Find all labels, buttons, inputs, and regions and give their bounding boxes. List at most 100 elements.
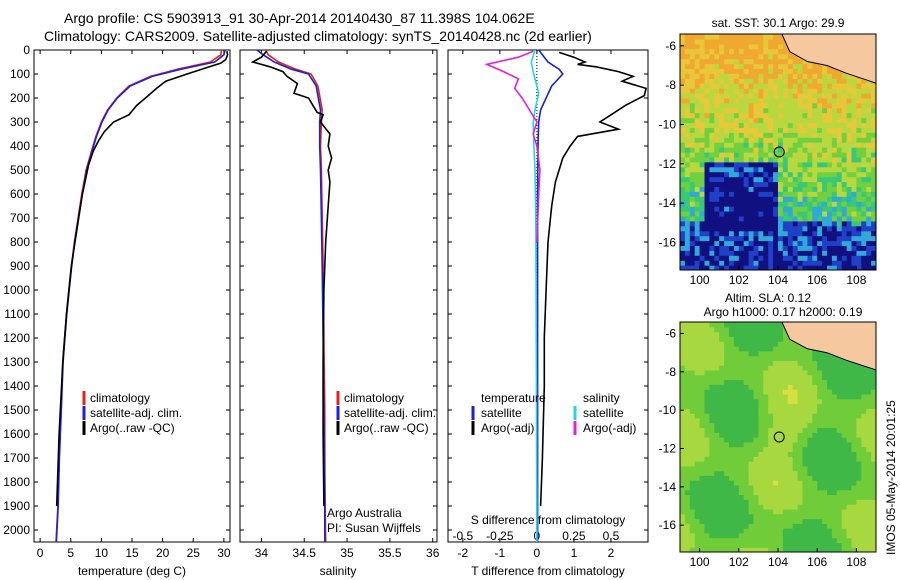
heatmap-cell bbox=[797, 384, 804, 390]
diff-legend-header-temperature: temperature bbox=[481, 391, 546, 405]
heatmap-cell bbox=[787, 504, 794, 510]
heatmap-cell bbox=[871, 225, 876, 232]
heatmap-cell bbox=[694, 326, 701, 333]
heatmap-cell bbox=[841, 132, 848, 138]
heatmap-cell bbox=[856, 107, 862, 114]
heatmap-cell bbox=[792, 196, 799, 202]
heatmap-cell bbox=[792, 403, 799, 409]
heatmap-cell bbox=[684, 38, 691, 45]
heatmap-cell bbox=[836, 422, 843, 428]
heatmap-cell bbox=[827, 245, 833, 251]
heatmap-cell bbox=[743, 446, 750, 452]
heatmap-cell bbox=[851, 161, 857, 168]
heatmap-cell bbox=[719, 191, 725, 197]
heatmap-cell bbox=[797, 413, 804, 419]
heatmap-cell bbox=[792, 451, 799, 457]
heatmap-cell bbox=[827, 88, 833, 94]
heatmap-cell bbox=[763, 102, 769, 109]
heatmap-cell bbox=[768, 220, 774, 227]
heatmap-cell bbox=[836, 513, 843, 520]
heatmap-cell bbox=[684, 451, 691, 457]
heatmap-cell bbox=[748, 341, 755, 347]
heatmap-cell bbox=[724, 537, 730, 543]
heatmap-cell bbox=[748, 176, 755, 183]
heatmap-cell bbox=[704, 63, 710, 69]
heatmap-cell bbox=[831, 451, 838, 457]
heatmap-cell bbox=[797, 83, 804, 89]
heatmap-cell bbox=[724, 137, 730, 143]
heatmap-cell bbox=[699, 389, 706, 395]
heatmap-cell bbox=[773, 201, 779, 207]
diff-legend-temp-argo: Argo(-adj) bbox=[481, 421, 534, 435]
heatmap-cell bbox=[763, 528, 769, 534]
map-x-tick-label: 108 bbox=[846, 555, 866, 569]
heatmap-cell bbox=[851, 470, 857, 476]
heatmap-cell bbox=[846, 147, 853, 153]
heatmap-cell bbox=[689, 225, 696, 232]
heatmap-cell bbox=[866, 374, 872, 381]
heatmap-cell bbox=[797, 451, 804, 457]
heatmap-cell bbox=[871, 166, 876, 173]
heatmap-cell bbox=[817, 260, 823, 266]
heatmap-cell bbox=[729, 346, 735, 352]
heatmap-cell bbox=[851, 137, 857, 143]
heatmap-cell bbox=[866, 504, 872, 510]
heatmap-cell bbox=[699, 547, 706, 552]
heatmap-cell bbox=[778, 427, 784, 433]
heatmap-cell bbox=[680, 53, 686, 60]
heatmap-cell bbox=[861, 504, 867, 510]
heatmap-cell bbox=[817, 456, 823, 462]
heatmap-cell bbox=[866, 398, 872, 405]
heatmap-cell bbox=[773, 518, 779, 524]
heatmap-cell bbox=[817, 206, 823, 212]
heatmap-cell bbox=[836, 408, 843, 414]
heatmap-cell bbox=[763, 265, 769, 270]
heatmap-cell bbox=[797, 127, 804, 133]
heatmap-cell bbox=[714, 171, 720, 178]
heatmap-cell bbox=[748, 331, 755, 337]
heatmap-cell bbox=[709, 346, 715, 352]
heatmap-cell bbox=[787, 461, 794, 467]
heatmap-cell bbox=[797, 441, 804, 448]
heatmap-cell bbox=[684, 360, 691, 366]
heatmap-cell bbox=[822, 245, 828, 251]
heatmap-cell bbox=[778, 265, 784, 270]
heatmap-cell bbox=[724, 523, 730, 529]
heatmap-cell bbox=[719, 393, 725, 400]
heatmap-cell bbox=[733, 235, 740, 242]
heatmap-cell bbox=[802, 346, 808, 352]
heatmap-cell bbox=[704, 374, 710, 381]
heatmap-cell bbox=[724, 186, 730, 192]
heatmap-cell bbox=[802, 93, 808, 99]
heatmap-cell bbox=[831, 355, 838, 361]
heatmap-cell bbox=[743, 494, 750, 500]
heatmap-cell bbox=[822, 451, 828, 457]
heatmap-cell bbox=[743, 422, 750, 428]
heatmap-cell bbox=[807, 456, 813, 462]
heatmap-cell bbox=[831, 403, 838, 409]
heatmap-cell bbox=[733, 494, 740, 500]
heatmap-cell bbox=[684, 245, 691, 251]
heatmap-cell bbox=[753, 88, 759, 94]
heatmap-cell bbox=[684, 102, 691, 109]
heatmap-cell bbox=[709, 38, 715, 45]
heatmap-cell bbox=[782, 513, 789, 520]
heatmap-cell bbox=[748, 379, 755, 385]
heatmap-cell bbox=[802, 413, 808, 419]
heatmap-cell bbox=[753, 240, 759, 246]
heatmap-cell bbox=[758, 537, 764, 543]
heatmap-cell bbox=[699, 201, 706, 207]
heatmap-cell bbox=[758, 201, 764, 207]
s-difference-label: S difference from climatology bbox=[471, 513, 626, 527]
heatmap-cell bbox=[787, 537, 794, 543]
heatmap-cell bbox=[738, 346, 745, 352]
heatmap-cell bbox=[782, 97, 789, 104]
heatmap-cell bbox=[866, 220, 872, 227]
heatmap-cell bbox=[714, 331, 720, 337]
heatmap-cell bbox=[714, 166, 720, 173]
heatmap-cell bbox=[714, 215, 720, 222]
heatmap-cell bbox=[822, 171, 828, 178]
heatmap-cell bbox=[841, 393, 848, 400]
heatmap-cell bbox=[699, 220, 706, 227]
heatmap-cell bbox=[861, 532, 867, 539]
